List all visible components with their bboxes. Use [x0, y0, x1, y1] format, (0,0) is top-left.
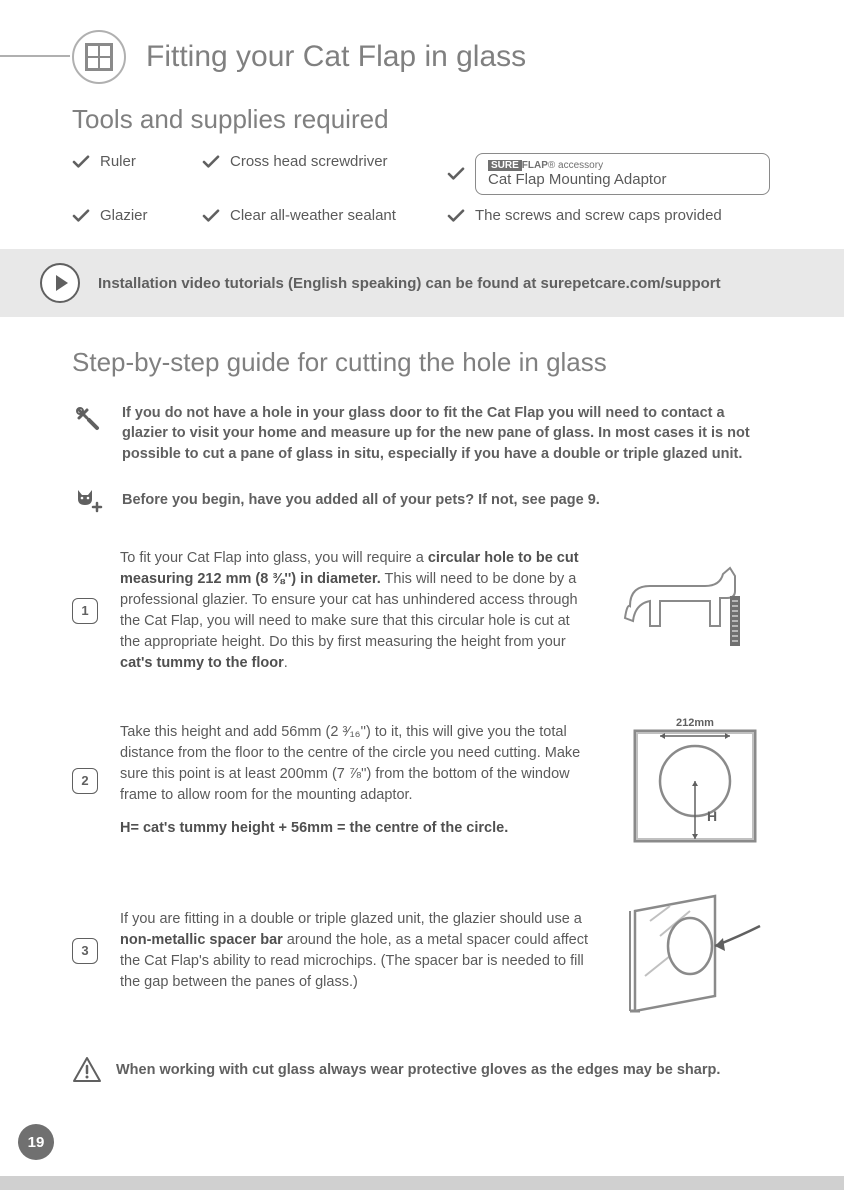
- label-h: H: [707, 808, 717, 824]
- step-3: 3 If you are fitting in a double or trip…: [72, 886, 772, 1016]
- glazier-note: If you do not have a hole in your glass …: [122, 403, 772, 464]
- glazier-note-row: If you do not have a hole in your glass …: [72, 403, 772, 464]
- warning-row: When working with cut glass always wear …: [72, 1056, 772, 1084]
- tool-glazier: Glazier: [72, 207, 177, 224]
- check-icon: [72, 209, 90, 223]
- formula: H= cat's tummy height + 56mm = the centr…: [120, 818, 590, 839]
- accessory-box: SUREFLAP® accessory Cat Flap Mounting Ad…: [475, 153, 770, 195]
- tool-crosshead: Cross head screwdriver: [202, 153, 422, 170]
- tools-section-title: Tools and supplies required: [72, 104, 772, 135]
- header-rule: [0, 55, 70, 57]
- glass-arrow-illustration: [612, 886, 772, 1016]
- tool-accessory: SUREFLAP® accessory Cat Flap Mounting Ad…: [447, 153, 770, 195]
- check-icon: [447, 167, 465, 181]
- check-icon: [202, 209, 220, 223]
- tool-screws: The screws and screw caps provided: [447, 207, 722, 224]
- guide-title: Step-by-step guide for cutting the hole …: [72, 347, 772, 378]
- video-banner: Installation video tutorials (English sp…: [72, 249, 772, 317]
- step-2: 2 Take this height and add 56mm (2 ³⁄₁₆'…: [72, 716, 772, 846]
- tools-icon: [72, 403, 104, 435]
- accessory-name: Cat Flap Mounting Adaptor: [488, 171, 757, 188]
- window-icon: [85, 43, 113, 71]
- warning-text: When working with cut glass always wear …: [116, 1062, 720, 1078]
- step-number: 3: [72, 938, 98, 964]
- accessory-brand: SUREFLAP® accessory: [488, 160, 757, 171]
- video-text: Installation video tutorials (English sp…: [98, 275, 721, 292]
- step-number: 1: [72, 598, 98, 624]
- label-212: 212mm: [676, 717, 714, 729]
- tools-row-2: Glazier Clear all-weather sealant The sc…: [72, 207, 772, 224]
- page-title: Fitting your Cat Flap in glass: [146, 40, 526, 74]
- pets-note: Before you begin, have you added all of …: [122, 484, 600, 510]
- cat-plus-icon: [72, 484, 104, 516]
- cat-measure-illustration: [612, 546, 772, 676]
- tools-row-1: Ruler Cross head screwdriver SUREFLAP® a…: [72, 153, 772, 195]
- step-1: 1 To fit your Cat Flap into glass, you w…: [72, 546, 772, 676]
- header-icon-circle: [72, 30, 126, 84]
- warning-triangle-icon: [72, 1056, 102, 1084]
- bottom-bar: [0, 1176, 844, 1190]
- tool-sealant: Clear all-weather sealant: [202, 207, 422, 224]
- tool-ruler: Ruler: [72, 153, 177, 170]
- page-number: 19: [18, 1124, 54, 1160]
- step-text: To fit your Cat Flap into glass, you wil…: [120, 548, 590, 674]
- page-header: Fitting your Cat Flap in glass: [0, 0, 844, 104]
- step-text: Take this height and add 56mm (2 ³⁄₁₆'')…: [120, 722, 590, 839]
- step-number: 2: [72, 768, 98, 794]
- play-icon: [40, 263, 80, 303]
- pets-note-row: Before you begin, have you added all of …: [72, 484, 772, 516]
- check-icon: [202, 155, 220, 169]
- check-icon: [72, 155, 90, 169]
- check-icon: [447, 209, 465, 223]
- step-text: If you are fitting in a double or triple…: [120, 909, 590, 993]
- circle-diagram-illustration: 212mm H: [612, 716, 772, 846]
